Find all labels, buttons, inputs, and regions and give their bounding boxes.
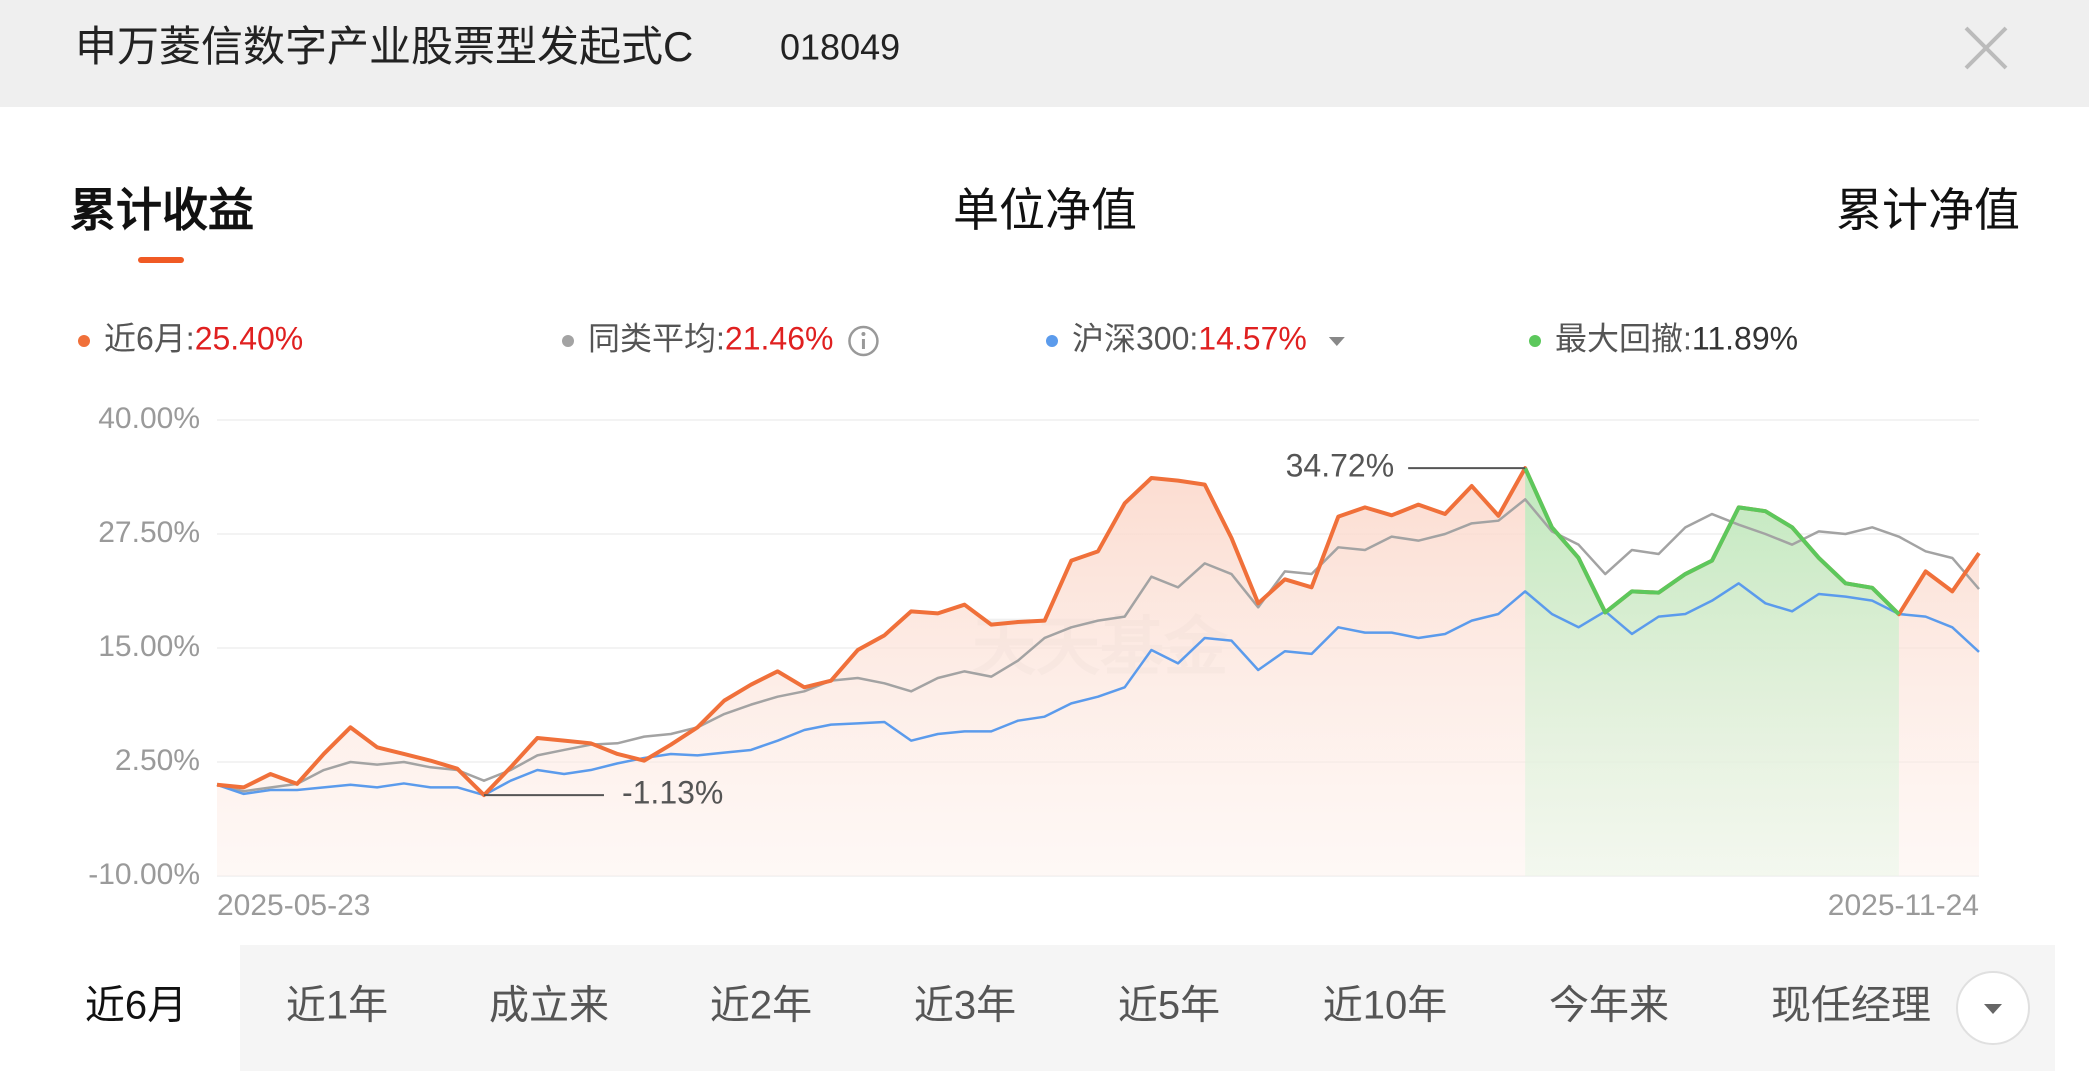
tab-underline bbox=[138, 257, 184, 263]
period-tab[interactable]: 近1年 bbox=[286, 984, 388, 1028]
annotation-label: 34.72% bbox=[1286, 448, 1395, 484]
period-tab[interactable]: 今年来 bbox=[1549, 984, 1669, 1028]
x-tick-label: 2025-05-23 bbox=[217, 889, 370, 922]
legend-item: 同类平均: 21.46% bbox=[562, 320, 879, 357]
info-icon[interactable] bbox=[848, 325, 879, 357]
legend-item: 最大回撤: 11.89% bbox=[1529, 320, 1798, 356]
benchmark-dropdown[interactable] bbox=[1328, 337, 1345, 346]
period-tab[interactable]: 成立来 bbox=[489, 984, 609, 1028]
period-tab[interactable]: 近2年 bbox=[710, 984, 812, 1028]
tab[interactable]: 单位净值 bbox=[953, 184, 1137, 236]
period-bar bbox=[240, 945, 2055, 1071]
legend-name: 最大回撤: bbox=[1555, 320, 1692, 356]
tab[interactable]: 累计净值 bbox=[1836, 184, 2020, 236]
legend-item: 沪深300: 14.57% bbox=[1046, 320, 1345, 356]
y-tick-label: -10.00% bbox=[88, 858, 200, 891]
line bbox=[216, 582, 1980, 797]
legend-name: 同类平均: bbox=[588, 320, 725, 356]
tab[interactable]: 累计收益 bbox=[70, 184, 254, 236]
info-circle bbox=[848, 325, 879, 357]
y-tick-label: 2.50% bbox=[115, 744, 200, 777]
legend-dot bbox=[1529, 335, 1541, 347]
legend-value: 21.46% bbox=[725, 320, 834, 356]
close-button[interactable] bbox=[1964, 26, 2008, 70]
y-tick-label: 40.00% bbox=[98, 402, 200, 435]
legend-name: 近6月: bbox=[104, 320, 195, 356]
x-tick-label: 2025-11-24 bbox=[1828, 889, 1979, 922]
legend-dot bbox=[78, 335, 90, 347]
y-tick-label: 27.50% bbox=[98, 516, 200, 549]
legend-item: 近6月: 25.40% bbox=[78, 320, 303, 356]
legend-dot bbox=[1046, 335, 1058, 347]
legend-value: 11.89% bbox=[1692, 320, 1798, 356]
period-dropdown[interactable] bbox=[1956, 971, 2030, 1045]
info-dot bbox=[861, 332, 866, 336]
period-tab[interactable]: 近6月 bbox=[85, 984, 187, 1028]
fund-code: 018049 bbox=[780, 27, 900, 68]
legend-dot bbox=[562, 335, 574, 347]
annotation-label: -1.13% bbox=[622, 775, 723, 811]
drawdown-line bbox=[1523, 467, 1901, 616]
period-tab[interactable]: 近3年 bbox=[914, 984, 1016, 1028]
period-tab[interactable]: 近10年 bbox=[1323, 984, 1448, 1028]
legend-name: 沪深300: bbox=[1072, 320, 1198, 356]
drawdown-area bbox=[1525, 468, 1899, 876]
header-bar bbox=[0, 0, 2089, 107]
fund-title: 申万菱信数字产业股票型发起式C bbox=[75, 23, 693, 70]
y-tick-label: 15.00% bbox=[98, 630, 200, 663]
legend-value: 25.40% bbox=[195, 320, 304, 356]
period-tab[interactable]: 近5年 bbox=[1118, 984, 1220, 1028]
legend-value: 14.57% bbox=[1198, 320, 1307, 356]
period-tab[interactable]: 现任经理 bbox=[1771, 984, 1931, 1028]
